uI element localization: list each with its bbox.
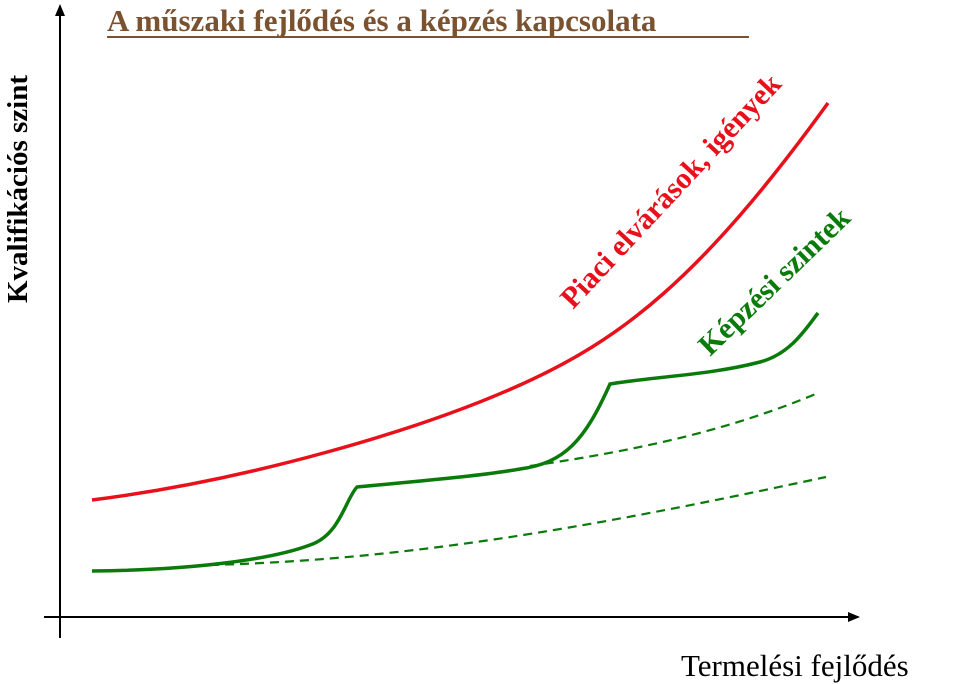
y-axis-label: Kvalifikációs szint — [2, 75, 34, 303]
training-curve-label: Képzési szintek — [692, 201, 857, 362]
training-trend-dashed-upper — [529, 391, 819, 468]
x-axis-label: Termelési fejlődés — [681, 648, 909, 683]
market-curve-label: Piaci elvárások, igények — [554, 67, 788, 315]
training-levels-curve — [91, 311, 820, 573]
diagram-title: A műszaki fejlődés és a képzés kapcsolat… — [107, 3, 657, 38]
market-expectations-curve — [91, 101, 830, 502]
training-trend-dashed-lower — [209, 475, 827, 567]
